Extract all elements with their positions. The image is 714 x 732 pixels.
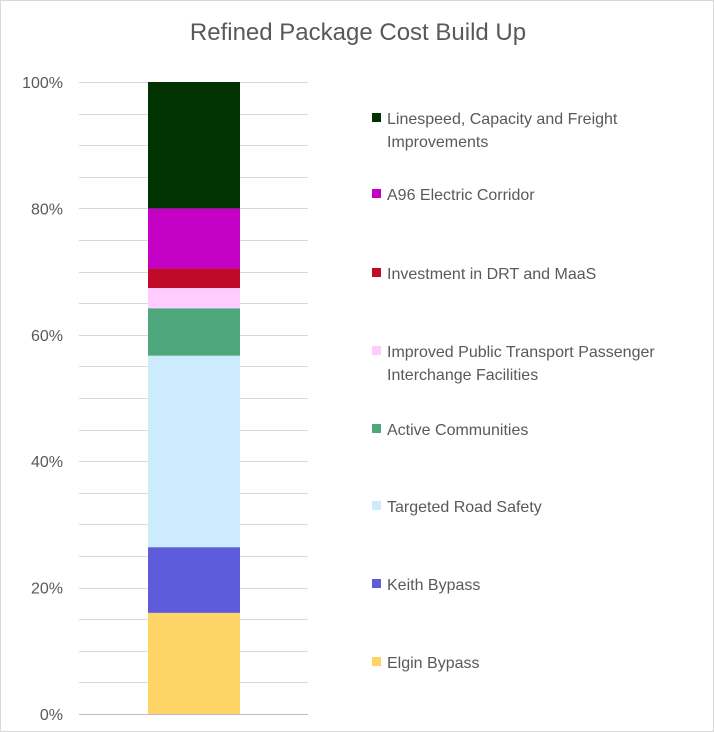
y-tick-label: 80% (31, 201, 63, 218)
legend-label: Elgin Bypass (387, 655, 480, 672)
legend-swatch (372, 424, 381, 433)
legend-label: Targeted Road Safety (387, 499, 542, 516)
legend-swatch (372, 113, 381, 122)
legend-swatch (372, 268, 381, 277)
y-tick-label: 40% (31, 454, 63, 471)
bar-segment (148, 288, 240, 309)
bar-segment (148, 547, 240, 613)
legend-label: Active Communities (387, 422, 528, 439)
bar-segment (148, 82, 240, 209)
bar-segment (148, 308, 240, 356)
legend-label: Improved Public Transport Passenger (387, 344, 655, 361)
bar-segment (148, 612, 240, 714)
legend-label: Investment in DRT and MaaS (387, 266, 596, 283)
y-tick-label: 60% (31, 328, 63, 345)
legend-swatch (372, 501, 381, 510)
legend-swatch (372, 579, 381, 588)
chart-title: Refined Package Cost Build Up (189, 19, 527, 46)
legend-label: Keith Bypass (387, 577, 480, 594)
bar-segment (148, 355, 240, 548)
y-tick-label: 20% (31, 581, 63, 598)
legend-swatch (372, 657, 381, 666)
legend-swatch (372, 189, 381, 198)
bar-segment (148, 208, 240, 269)
y-tick-label: 0% (40, 707, 63, 724)
legend-label: Linespeed, Capacity and Freight (387, 111, 618, 128)
legend-label: A96 Electric Corridor (387, 187, 535, 204)
legend-label: Improvements (387, 134, 488, 151)
legend-swatch (372, 346, 381, 355)
legend-label: Interchange Facilities (387, 367, 538, 384)
bar-segment (148, 268, 240, 289)
y-tick-label: 100% (22, 75, 63, 92)
